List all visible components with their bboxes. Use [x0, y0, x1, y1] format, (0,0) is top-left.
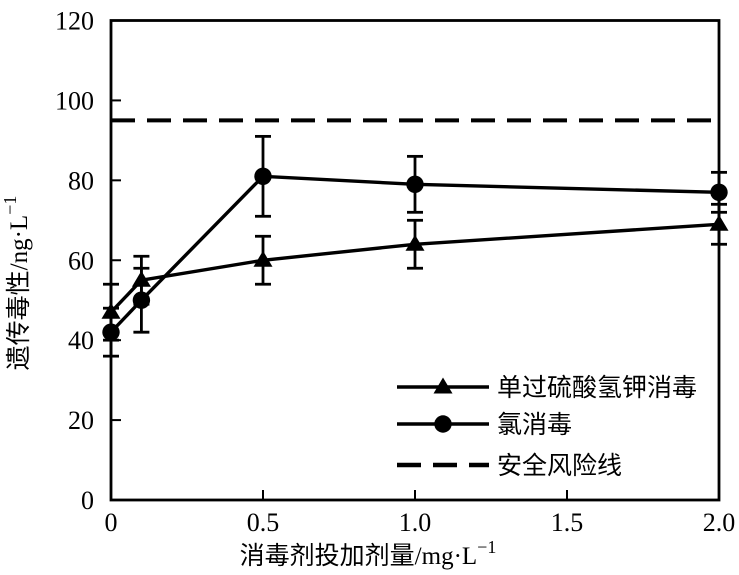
y-tick-label-4: 80 — [68, 166, 94, 195]
x-tick-label-4: 2.0 — [703, 508, 736, 537]
triangle-marker-2 — [253, 250, 273, 267]
x-tick-label-0: 0 — [105, 508, 118, 537]
x-tick-label-2: 1.0 — [399, 508, 432, 537]
circle-marker-0 — [102, 323, 120, 341]
circle-marker-3 — [406, 175, 424, 194]
circle-marker-2 — [254, 167, 272, 186]
series-chlorine — [102, 134, 728, 358]
legend-label-1: 氯消毒 — [497, 411, 572, 439]
x-axis-title: 消毒剂投加剂量/mg·L−1 — [240, 537, 497, 570]
y-tick-label-2: 40 — [68, 326, 94, 355]
series-pms — [101, 202, 729, 342]
x-tick-label-1: 0.5 — [247, 508, 280, 537]
legend-label-0: 单过硫酸氢钾消毒 — [497, 374, 697, 402]
y-axis-title: 遗传毒性/ng·L−1 — [0, 196, 33, 371]
y-tick-label-0: 0 — [81, 486, 94, 515]
y-tick-label-6: 120 — [55, 7, 94, 36]
triangle-marker-4 — [709, 214, 729, 231]
legend-item-2: 安全风险线 — [397, 452, 622, 480]
y-tick-label-3: 60 — [68, 246, 94, 275]
y-tick-label-5: 100 — [55, 86, 94, 115]
triangle-marker-3 — [405, 234, 425, 251]
circle-marker-4 — [710, 183, 728, 202]
y-tick-label-1: 20 — [68, 406, 94, 435]
legend-item-1: 氯消毒 — [397, 411, 572, 439]
circle-marker-1 — [132, 291, 151, 309]
legend-item-0: 单过硫酸氢钾消毒 — [397, 374, 697, 402]
legend-triangle-icon — [433, 377, 453, 394]
x-tick-label-3: 1.5 — [551, 508, 584, 537]
legend-label-2: 安全风险线 — [497, 452, 622, 480]
legend-circle-icon — [434, 415, 452, 433]
